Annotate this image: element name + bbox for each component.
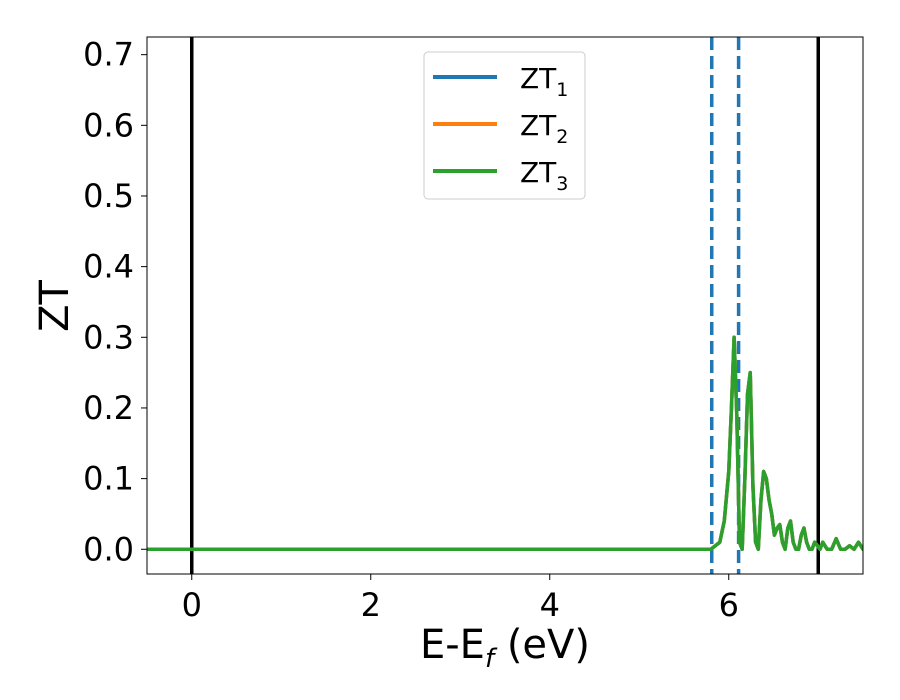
x-axis-label-unit: (eV) — [494, 622, 590, 668]
x-tick-label: 6 — [719, 586, 739, 624]
legend-box — [423, 51, 586, 200]
x-axis-label-main: E-E — [420, 622, 485, 668]
y-axis-label: ZT — [32, 280, 78, 332]
x-tick-label: 2 — [361, 586, 381, 624]
y-tick-label: 0.1 — [83, 460, 134, 498]
y-tick-label: 0.4 — [83, 248, 134, 286]
x-tick-label: 4 — [540, 586, 560, 624]
y-tick-label: 0.5 — [83, 177, 134, 215]
legend: ZT1 ZT2 ZT3 — [423, 51, 586, 200]
legend-label-1: ZT1 — [520, 62, 568, 101]
y-tick-label: 0.0 — [83, 530, 134, 568]
y-tick-label: 0.7 — [83, 36, 134, 74]
x-axis-label: E-Ef (eV) — [420, 622, 590, 674]
legend-label-2: ZT2 — [520, 109, 568, 148]
y-axis-ticks: 0.0 0.1 0.2 0.3 0.4 0.5 0.6 0.7 — [83, 36, 147, 568]
series-lines — [147, 335, 863, 552]
y-tick-label: 0.6 — [83, 106, 134, 144]
series-line-3 — [147, 335, 863, 552]
legend-label-3: ZT3 — [520, 156, 568, 195]
x-axis-ticks: 0 2 4 6 — [182, 574, 739, 624]
y-tick-label: 0.3 — [83, 318, 134, 356]
plot-frame — [146, 36, 864, 575]
y-tick-label: 0.2 — [83, 389, 134, 427]
x-tick-label: 0 — [182, 586, 202, 624]
